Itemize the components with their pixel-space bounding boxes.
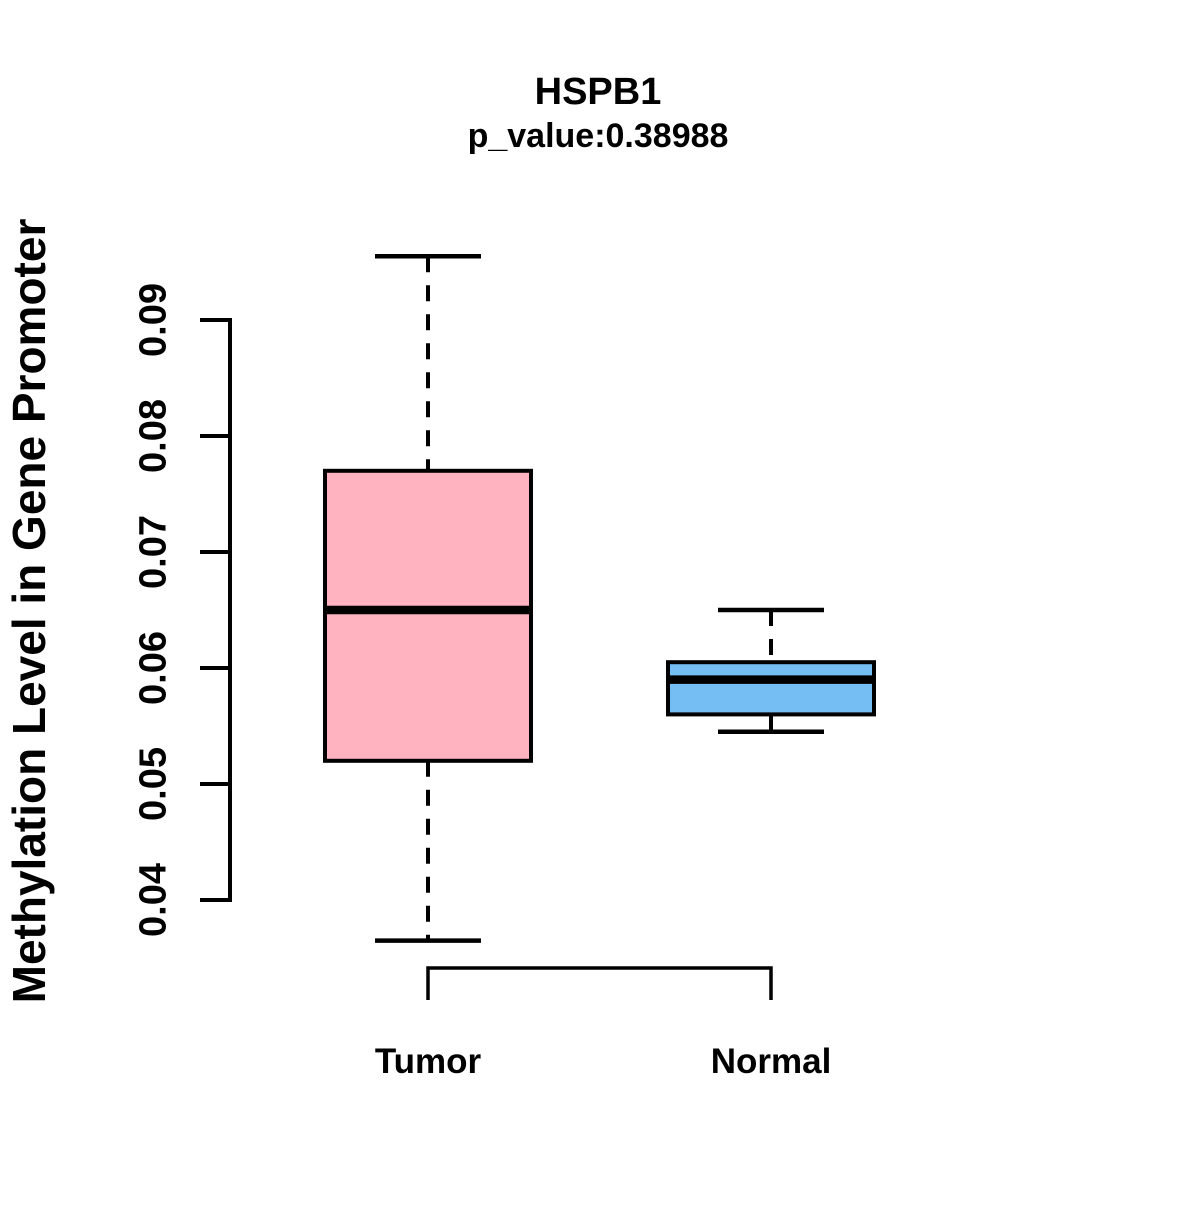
- x-axis-category-label: Normal: [711, 1042, 832, 1081]
- y-axis-label: Methylation Level in Gene Promoter: [3, 219, 55, 1004]
- box-group-normal: [666, 607, 876, 735]
- y-axis-tick-label: 0.05: [132, 747, 174, 821]
- x-axis: Tumor Normal: [375, 966, 832, 1081]
- chart-title: HSPB1: [535, 71, 662, 113]
- y-axis-tick-label: 0.06: [132, 631, 174, 705]
- iqr-box: [666, 660, 876, 717]
- y-axis-tick-label: 0.07: [132, 515, 174, 589]
- y-axis-tick-label: 0.04: [132, 863, 174, 937]
- y-axis: 0.04 0.05 0.06 0.07 0.08 0.09: [132, 283, 232, 937]
- chart-subtitle: p_value:0.38988: [468, 117, 729, 155]
- box-group-tumor: [323, 253, 533, 943]
- y-axis-tick-label: 0.09: [132, 283, 174, 357]
- y-axis-tick-label: 0.08: [132, 399, 174, 473]
- x-axis-category-label: Tumor: [375, 1042, 482, 1081]
- iqr-box: [323, 468, 533, 763]
- box-series: [323, 253, 876, 943]
- x-axis-line: [426, 966, 773, 1000]
